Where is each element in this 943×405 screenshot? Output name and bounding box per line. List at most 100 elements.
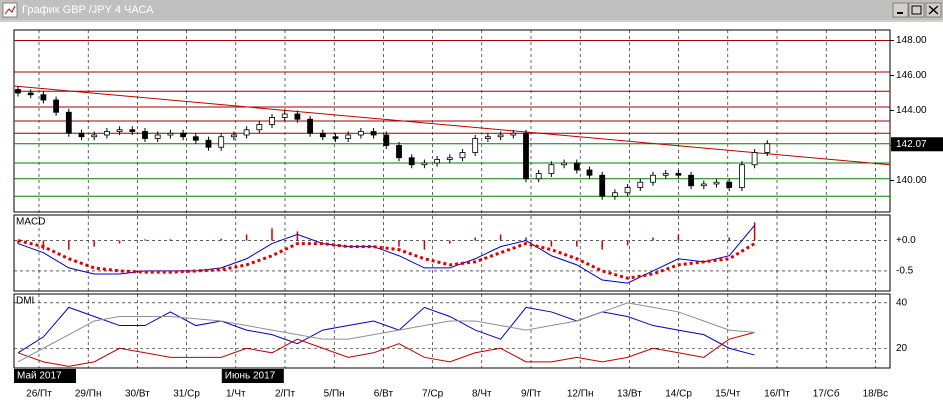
candle-body bbox=[700, 183, 707, 187]
candle-body bbox=[294, 113, 301, 120]
maximize-button[interactable] bbox=[908, 2, 925, 18]
candle-body bbox=[256, 124, 263, 131]
date-label: 5/Пн bbox=[324, 389, 345, 400]
candle-body bbox=[408, 157, 415, 166]
candle-body bbox=[167, 132, 174, 136]
candle-body bbox=[154, 134, 161, 139]
date-label: 7/Ср bbox=[422, 389, 444, 400]
candle-body bbox=[383, 134, 390, 146]
candle-body bbox=[332, 136, 339, 139]
title-bar bbox=[0, 0, 943, 20]
candle-body bbox=[497, 134, 504, 138]
candle-body bbox=[370, 131, 377, 136]
date-label: 13/Вт bbox=[617, 389, 642, 400]
candle-body bbox=[535, 173, 542, 180]
indicator-line bbox=[17, 239, 756, 280]
candle-body bbox=[573, 162, 580, 171]
candle-body bbox=[205, 139, 212, 148]
candle-body bbox=[180, 132, 187, 138]
candle-body bbox=[561, 162, 567, 166]
candle-body bbox=[751, 152, 758, 166]
candle-body bbox=[104, 131, 110, 136]
date-label: 26/Пт bbox=[26, 389, 52, 400]
candle-body bbox=[357, 131, 364, 136]
panel-frame bbox=[13, 214, 891, 292]
candle-body bbox=[116, 129, 123, 132]
minimize-button[interactable] bbox=[892, 2, 909, 18]
date-label: 1/Чт bbox=[226, 389, 246, 400]
date-label: 14/Ср bbox=[665, 389, 692, 400]
candle-body bbox=[688, 174, 694, 187]
candle-body bbox=[434, 159, 441, 164]
date-label: 6/Вт bbox=[374, 389, 394, 400]
y-tick-label: +0.0 bbox=[896, 235, 916, 246]
month-tag: Июнь 2017 bbox=[225, 371, 276, 382]
candle-body bbox=[421, 162, 428, 166]
candle-body bbox=[675, 173, 682, 176]
date-label: 16/Пт bbox=[764, 389, 790, 400]
date-label: 15/Чт bbox=[715, 389, 741, 400]
candle-body bbox=[243, 129, 250, 136]
date-label: 8/Чт bbox=[472, 389, 492, 400]
candle-body bbox=[53, 99, 59, 113]
candle-body bbox=[230, 134, 237, 138]
window-title: График GBP /JPY 4 ЧАСА bbox=[22, 4, 154, 16]
candle-body bbox=[142, 131, 148, 139]
y-tick-label: 40 bbox=[896, 297, 908, 308]
candle-body bbox=[624, 187, 631, 194]
month-tag-bg bbox=[221, 369, 284, 383]
candle-body bbox=[599, 174, 606, 197]
candle-body bbox=[637, 181, 644, 188]
candle-body bbox=[510, 132, 517, 136]
candle-body bbox=[65, 111, 72, 134]
date-label: 17/Сб bbox=[813, 388, 840, 400]
candle-body bbox=[396, 145, 402, 159]
y-tick-label: 144.00 bbox=[896, 105, 927, 116]
candle-body bbox=[713, 181, 720, 185]
candle-body bbox=[459, 152, 466, 159]
candle-body bbox=[472, 138, 479, 153]
date-label: 31/Ср bbox=[173, 389, 200, 400]
y-tick-label: 148.00 bbox=[896, 35, 927, 46]
maximize-glyph bbox=[911, 5, 922, 15]
indicator-line bbox=[17, 302, 755, 363]
candle-body bbox=[307, 118, 314, 134]
date-label: 18/Вс bbox=[863, 389, 889, 400]
candle-body bbox=[192, 136, 199, 141]
candle-body bbox=[523, 132, 529, 180]
candle-body bbox=[726, 181, 733, 188]
panel-frame bbox=[13, 293, 891, 369]
candle-body bbox=[484, 136, 491, 139]
current-price-bg bbox=[891, 137, 943, 152]
month-tag: Май 2017 bbox=[17, 371, 62, 382]
panel-title: MACD bbox=[16, 217, 45, 228]
y-tick-label: 20 bbox=[896, 343, 908, 354]
candle-body bbox=[319, 132, 326, 138]
y-tick-label: -0.5 bbox=[896, 266, 914, 277]
date-label: 29/Пн bbox=[75, 389, 102, 400]
candle-body bbox=[446, 157, 453, 160]
date-label: 9/Пт bbox=[521, 389, 542, 400]
candle-body bbox=[548, 164, 555, 174]
candle-body bbox=[27, 92, 34, 96]
candle-body bbox=[218, 136, 225, 148]
candle-body bbox=[739, 164, 745, 188]
candle-body bbox=[91, 134, 98, 138]
candle-body bbox=[345, 134, 352, 139]
date-label: 2/Пт bbox=[275, 389, 296, 400]
candle-body bbox=[612, 192, 618, 197]
y-tick-label: 146.00 bbox=[896, 70, 927, 81]
date-label: 12/Пн bbox=[567, 389, 594, 400]
indicator-line bbox=[17, 331, 755, 367]
current-price-label: 142.07 bbox=[896, 139, 927, 150]
candle-body bbox=[586, 169, 593, 176]
month-tag-bg bbox=[14, 369, 76, 383]
chart-area bbox=[0, 22, 943, 405]
indicator-line bbox=[17, 306, 755, 356]
candle-body bbox=[662, 173, 669, 176]
candle-body bbox=[78, 132, 85, 138]
window-icon-glyph bbox=[4, 5, 16, 15]
panel-title: DMI bbox=[16, 296, 34, 307]
candle-body bbox=[764, 143, 771, 153]
